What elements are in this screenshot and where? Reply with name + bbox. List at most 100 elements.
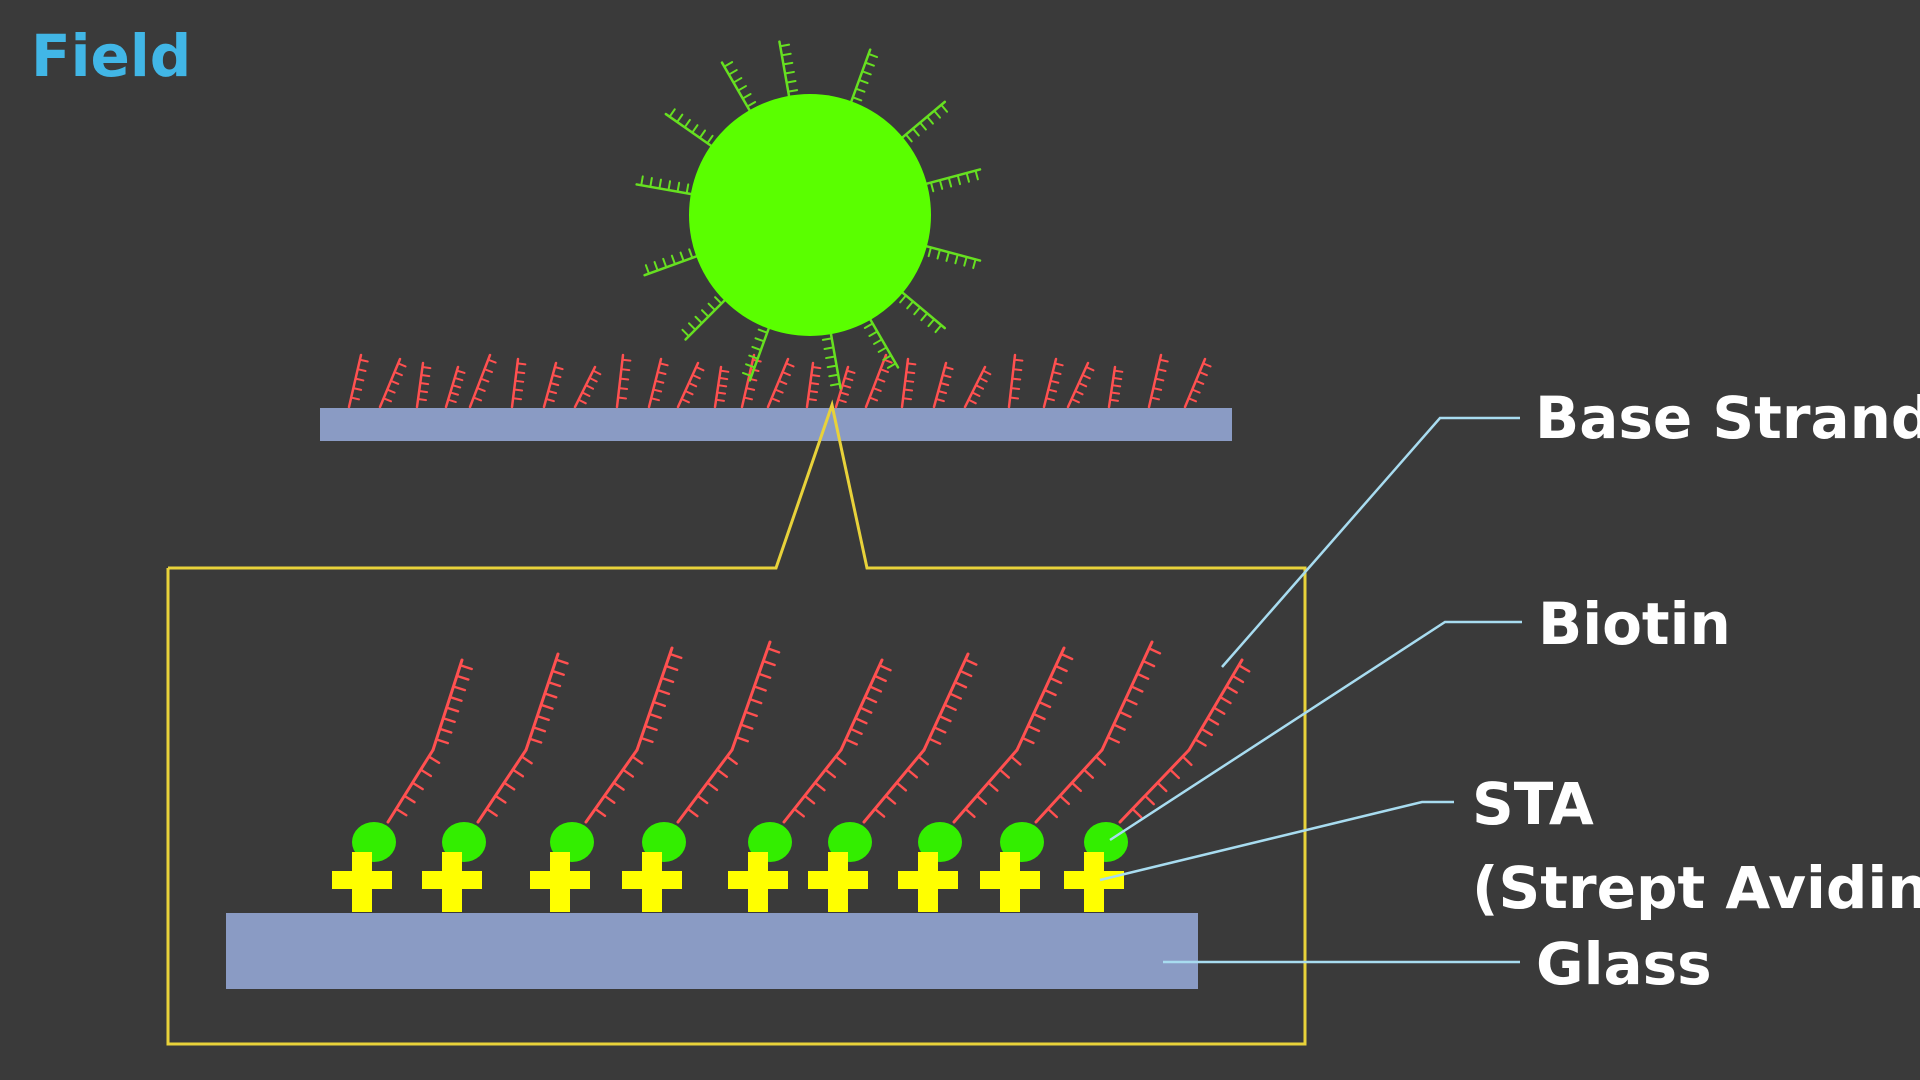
surface-strand-tooth [549, 382, 560, 387]
bead-strand-tooth [963, 255, 968, 267]
bead-strand [635, 175, 698, 197]
zoom-strand-tooth [863, 695, 878, 704]
label-biotin: Biotin [1538, 590, 1731, 658]
bead-strand-tooth [882, 354, 893, 361]
bead-strand [920, 168, 982, 193]
surface-strand-tooth [1191, 388, 1201, 394]
surface-strand-tooth [621, 358, 632, 362]
surface-strand-tooth [1013, 358, 1024, 362]
zoom-strand [635, 646, 683, 752]
bead-strand-tooth [679, 251, 685, 262]
surface-strand-tooth [619, 377, 630, 381]
surface-strand-tooth [777, 379, 788, 385]
surface-strand [1107, 365, 1124, 409]
surface-strand-tooth [808, 390, 819, 394]
zoom-strand-backbone [431, 658, 464, 752]
bead-strand-tooth [829, 382, 841, 387]
surface-strand-tooth [937, 390, 948, 395]
bead-strand-tooth [691, 124, 699, 134]
surface-strand-tooth [654, 379, 665, 384]
bead-strand-tooth [723, 61, 734, 68]
zoom-strand-tooth [975, 794, 988, 805]
bead-strand-tooth [757, 328, 769, 334]
surface-strand-backbone [510, 357, 520, 409]
zoom-strand-tooth [706, 781, 719, 792]
bead-strand-tooth [877, 346, 888, 353]
surface-strand-backbone [963, 365, 987, 409]
zoom-strand-tooth [696, 794, 709, 805]
zoom-strand [1100, 640, 1162, 752]
zoom-strand-backbone [476, 748, 528, 824]
bead-strand-tooth [826, 364, 838, 369]
bead-strand-tooth [854, 87, 866, 93]
plus-shape-bar-v [828, 852, 848, 912]
zoom-strand-tooth [938, 714, 952, 723]
surface-strand-tooth [1045, 397, 1055, 402]
zoom-strand-tooth [438, 727, 453, 734]
surface-strand-tooth [1085, 366, 1095, 372]
bead-strand-tooth [662, 257, 668, 269]
surface-strand-tooth [588, 376, 598, 383]
bead-strand-tooth [934, 324, 943, 334]
zoom-strand-tooth [1118, 710, 1132, 719]
surface-strand [510, 357, 527, 409]
bead-strand-tooth [927, 318, 936, 328]
glass-slide-zoom [226, 913, 1198, 989]
surface-strand [1183, 357, 1212, 409]
zoom-strand [524, 652, 569, 752]
zoom-strand-tooth [813, 781, 826, 792]
surface-strand-tooth [420, 374, 431, 378]
surface-strand-tooth [419, 382, 430, 386]
zoom-strand-tooth [1231, 674, 1245, 684]
surface-strand-tooth [451, 384, 462, 389]
slide-title: Field [31, 22, 192, 90]
callout-line-base-strand [1221, 416, 1520, 668]
zoom-strand-tooth [551, 669, 565, 676]
plus-shape-icon [622, 852, 682, 912]
zoom-strand-tooth [686, 807, 699, 818]
bead-strand-tooth [727, 69, 738, 76]
zoom-strand-tooth [448, 695, 463, 702]
surface-strand-tooth [785, 362, 795, 368]
zoom-strand-tooth [528, 737, 543, 744]
bead-strand [897, 288, 947, 334]
surface-strand-tooth [695, 366, 705, 372]
bead-strand-tooth [687, 322, 697, 331]
surface-strand [676, 361, 705, 409]
bead-strand [863, 314, 900, 369]
bead-strand-group [635, 40, 982, 390]
surface-strand-tooth [774, 388, 784, 394]
bead-strand-tooth [782, 61, 794, 66]
surface-strand-tooth [717, 384, 728, 388]
zoom-strand-tooth [753, 685, 767, 692]
zoom-strand-tooth [656, 688, 671, 696]
zoom-strand-tooth [1010, 755, 1022, 766]
surface-strand [766, 357, 795, 409]
surface-strand-tooth [515, 371, 526, 375]
zoom-strand-tooth [435, 738, 450, 745]
surface-strand-tooth [551, 374, 562, 379]
surface-strand-tooth [941, 374, 952, 379]
bead-strand [920, 243, 982, 270]
bead-strand-tooth [821, 337, 833, 341]
zoom-strand-backbone [922, 652, 970, 752]
zoom-strand-tooth [824, 768, 837, 779]
zoom-strand-tooth [427, 755, 441, 765]
surface-strand-tooth [421, 366, 432, 370]
surface-strand-tooth [868, 396, 879, 402]
zoom-strand-tooth [917, 755, 929, 766]
surface-strand [900, 357, 917, 409]
microbead-icon [689, 94, 931, 336]
zoom-strand-tooth [403, 794, 416, 804]
zoom-strand-tooth [511, 768, 525, 778]
zoom-strand-tooth [1021, 736, 1035, 745]
surface-strand-tooth [935, 398, 945, 403]
bead-strand-tooth [701, 309, 710, 318]
bead-strand-tooth [972, 258, 977, 270]
surface-strand-tooth [418, 390, 429, 394]
bead-strand-tooth [867, 52, 879, 59]
zoom-strand-backbone [952, 748, 1019, 824]
label-sta-full: (Strept Avidin) [1472, 854, 1920, 922]
bead-strand-tooth [828, 373, 840, 378]
